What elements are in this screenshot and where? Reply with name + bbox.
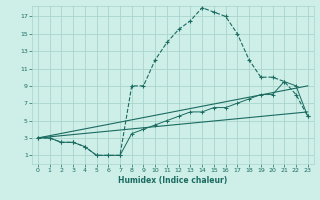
- X-axis label: Humidex (Indice chaleur): Humidex (Indice chaleur): [118, 176, 228, 185]
